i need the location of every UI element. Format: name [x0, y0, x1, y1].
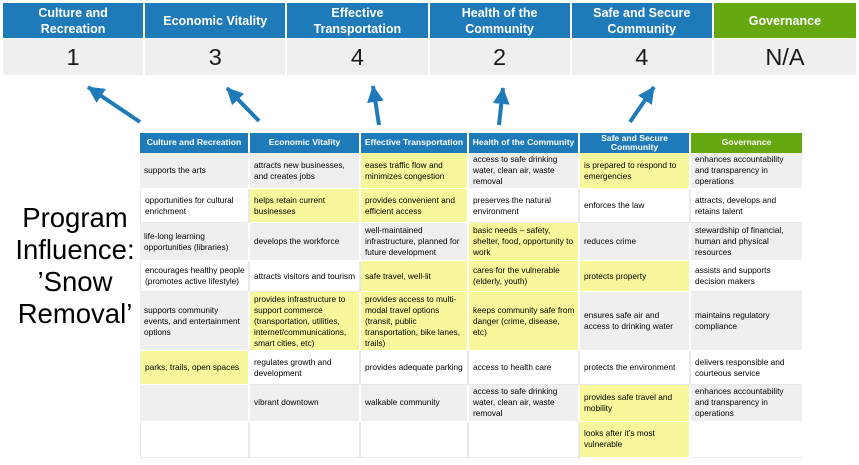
- arrow-safe: [628, 85, 656, 124]
- matrix-cell-r4-c2: attracts visitors and tourism: [250, 261, 361, 293]
- score-value: 2: [429, 39, 572, 75]
- matrix-row-4: encourages healthy people (promotes acti…: [140, 261, 802, 293]
- matrix-cell-r1-c3: eases traffic flow and minimizes congest…: [361, 153, 469, 190]
- matrix-row-1: supports the arts attracts new businesses…: [140, 153, 802, 190]
- matrix-header-5: Safe and Secure Community: [580, 133, 691, 153]
- matrix-cell-r2-c1: opportunities for cultural enrichment: [140, 189, 250, 224]
- influence-matrix-table: Culture and Recreation Economic Vitality E…: [140, 133, 802, 458]
- matrix-cell-r3-c2: develops the workforce: [250, 223, 361, 262]
- matrix-cell-r3-c4: basic needs – safety, shelter, food, opp…: [469, 223, 580, 262]
- score-column-header: Culture and Recreation: [3, 3, 146, 39]
- score-value: 1: [3, 39, 146, 75]
- matrix-cell-r3-c5: reduces crime: [580, 223, 691, 262]
- matrix-cell-r4-c4: cares for the vulnerable (elderly, youth…: [469, 261, 580, 293]
- matrix-cell-r4-c6: assists and supports decision makers: [691, 261, 802, 293]
- matrix-cell-r8-c2: [250, 421, 361, 458]
- matrix-cell-r5-c4: keeps community safe from danger (crime,…: [469, 292, 580, 352]
- matrix-cell-r8-c6: [691, 422, 802, 458]
- matrix-row-6: parks, trails, open spaces regulates grow…: [140, 351, 802, 386]
- matrix-cell-r1-c4: access to safe drinking water, clean air…: [469, 153, 580, 190]
- score-value: 4: [571, 39, 714, 75]
- matrix-cell-r7-c5: provides safe travel and mobility: [580, 385, 691, 422]
- matrix-cell-r6-c1: parks, trails, open spaces: [140, 351, 250, 386]
- matrix-header-1: Culture and Recreation: [140, 133, 250, 153]
- score-column-header: Economic Vitality: [145, 3, 288, 39]
- score-value: 4: [287, 39, 430, 75]
- matrix-cell-r6-c6: delivers responsible and courteous servi…: [691, 351, 802, 386]
- matrix-row-7: vibrant downtown walkable community access…: [140, 385, 802, 422]
- score-column-header: Health of the Community: [429, 3, 572, 39]
- matrix-cell-r1-c2: attracts new businesses, and creates job…: [250, 153, 361, 190]
- matrix-cell-r4-c1: encourages healthy people (promotes acti…: [140, 261, 250, 293]
- matrix-cell-r7-c4: access to safe drinking water, clean air…: [469, 385, 580, 422]
- matrix-row-2: opportunities for cultural enrichment hel…: [140, 189, 802, 224]
- matrix-cell-r7-c6: enhances accountability and transparency…: [691, 385, 802, 422]
- matrix-cell-r7-c3: walkable community: [361, 385, 469, 422]
- score-summary-table: Culture and Recreation 1 Economic Vitality…: [3, 3, 856, 75]
- score-column-2: Economic Vitality 3: [145, 3, 288, 75]
- matrix-row-3: life-long learning opportunities (librar…: [140, 223, 802, 262]
- matrix-cell-r3-c6: stewardship of financial, human and phys…: [691, 223, 802, 262]
- matrix-cell-r3-c1: life-long learning opportunities (librar…: [140, 223, 250, 262]
- arrow-transportation: [367, 85, 384, 126]
- matrix-cell-r6-c4: access to health care: [469, 351, 580, 386]
- matrix-cell-r8-c4: [469, 421, 580, 458]
- matrix-cell-r1-c1: supports the arts: [140, 153, 250, 190]
- matrix-cell-r5-c3: provides access to multi-modal travel op…: [361, 292, 469, 352]
- matrix-cell-r6-c3: provides adequate parking: [361, 351, 469, 386]
- score-column-1: Culture and Recreation 1: [3, 3, 146, 75]
- arrow-health: [492, 87, 510, 126]
- score-value: N/A: [713, 39, 856, 75]
- matrix-cell-r8-c3: [361, 421, 469, 458]
- matrix-cell-r5-c5: ensures safe air and access to drinking …: [580, 292, 691, 352]
- matrix-cell-r1-c5: is prepared to respond to emergencies: [580, 153, 691, 190]
- score-column-header: Effective Transportation: [287, 3, 430, 39]
- matrix-cell-r8-c5: looks after it’s most vulnerable: [580, 421, 691, 458]
- matrix-cell-r4-c5: protects property: [580, 261, 691, 293]
- matrix-cell-r4-c3: safe travel, well-lit: [361, 261, 469, 293]
- matrix-cell-r7-c1: [140, 385, 250, 422]
- matrix-cell-r2-c3: provides convenient and efficient access: [361, 189, 469, 224]
- score-column-3: Effective Transportation 4: [287, 3, 430, 75]
- matrix-header-row: Culture and Recreation Economic Vitality E…: [140, 133, 802, 153]
- program-title: Program Influence: ’Snow Removal’: [15, 202, 135, 329]
- matrix-row-5: supports community events, and entertain…: [140, 292, 802, 352]
- matrix-cell-r6-c5: protects the environment: [580, 351, 691, 386]
- matrix-header-6: Governance: [691, 133, 802, 153]
- score-column-4: Health of the Community 2: [429, 3, 572, 75]
- matrix-cell-r6-c2: regulates growth and development: [250, 351, 361, 386]
- matrix-cell-r8-c1: [140, 421, 250, 458]
- matrix-header-4: Health of the Community: [469, 133, 580, 153]
- score-column-6: Governance N/A: [713, 3, 856, 75]
- matrix-header-2: Economic Vitality: [250, 133, 361, 153]
- matrix-header-3: Effective Transportation: [361, 133, 469, 153]
- arrow-economic: [225, 86, 261, 123]
- matrix-cell-r2-c2: helps retain current businesses: [250, 189, 361, 224]
- arrow-culture: [86, 85, 142, 124]
- matrix-cell-r2-c5: enforces the law: [580, 189, 691, 224]
- matrix-cell-r2-c4: preserves the natural environment: [469, 189, 580, 224]
- score-value: 3: [145, 39, 288, 75]
- matrix-cell-r3-c3: well-maintained infrastructure, planned …: [361, 223, 469, 262]
- score-column-5: Safe and Secure Community 4: [571, 3, 714, 75]
- matrix-row-8: looks after it’s most vulnerable: [140, 421, 802, 458]
- matrix-cell-r5-c6: maintains regulatory compliance: [691, 292, 802, 352]
- matrix-cell-r7-c2: vibrant downtown: [250, 385, 361, 422]
- matrix-cell-r5-c2: provides infrastructure to support comme…: [250, 292, 361, 352]
- matrix-cell-r2-c6: attracts, develops and retains talent: [691, 189, 802, 224]
- matrix-cell-r5-c1: supports community events, and entertain…: [140, 292, 250, 352]
- score-column-header: Safe and Secure Community: [571, 3, 714, 39]
- score-column-header: Governance: [713, 3, 856, 39]
- matrix-cell-r1-c6: enhances accountability and transparency…: [691, 153, 802, 190]
